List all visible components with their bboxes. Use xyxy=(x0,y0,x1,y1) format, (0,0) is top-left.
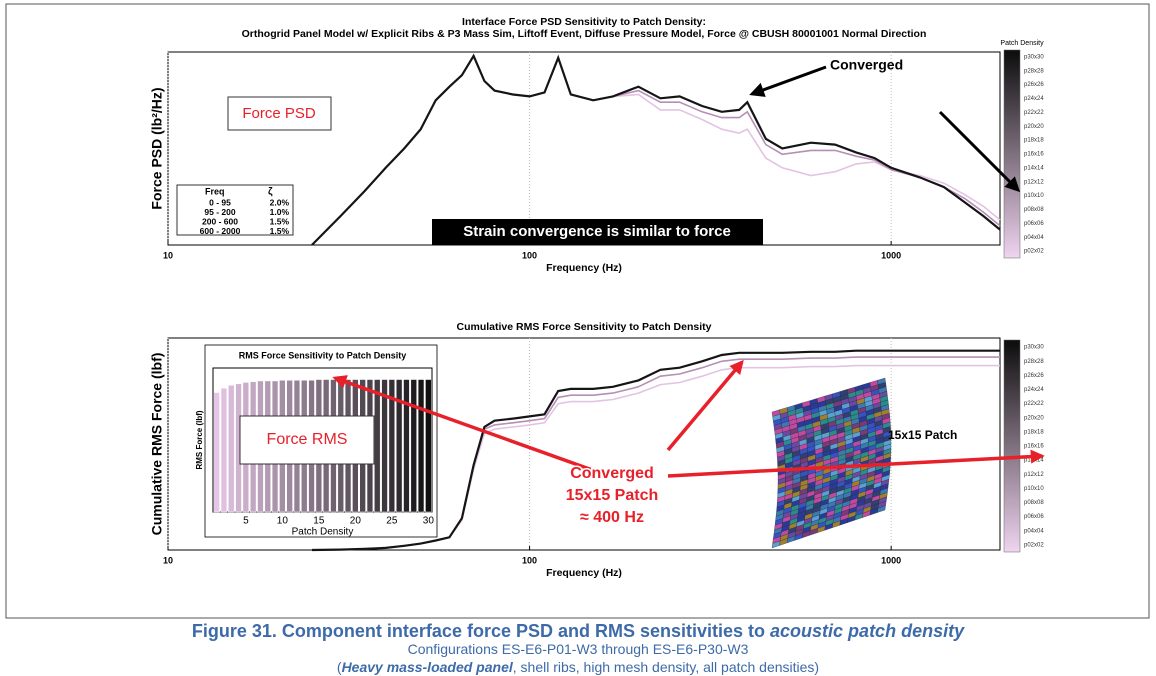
colorbar-label: p10x10 xyxy=(1024,193,1044,199)
caption-text: Figure 31. Component interface force PSD… xyxy=(192,621,770,641)
colorbar-label: p04x04 xyxy=(1024,235,1044,241)
colorbar-label: p22x22 xyxy=(1024,401,1044,407)
chart-title: Cumulative RMS Force Sensitivity to Patc… xyxy=(457,321,712,333)
colorbar-label: p28x28 xyxy=(1024,68,1044,74)
colorbar-label: p04x04 xyxy=(1024,528,1044,534)
colorbar xyxy=(1004,50,1020,258)
y-axis-label: Cumulative RMS Force (lbf) xyxy=(149,353,165,536)
bar xyxy=(374,380,380,512)
caption-line: (Heavy mass-loaded panel, shell ribs, hi… xyxy=(0,658,1156,676)
x-tick-label: 25 xyxy=(386,516,398,527)
bar xyxy=(382,380,388,512)
annotation: Force PSD xyxy=(242,105,316,122)
colorbar-label: p12x12 xyxy=(1024,472,1044,478)
colorbar-label: p26x26 xyxy=(1024,82,1044,88)
caption: Figure 31. Component interface force PSD… xyxy=(0,622,1156,676)
colorbar-label: p06x06 xyxy=(1024,221,1044,227)
x-tick-label: 10 xyxy=(163,555,173,565)
annotation: ≈ 400 Hz xyxy=(580,509,644,526)
colorbar-label: p24x24 xyxy=(1024,387,1044,393)
x-tick-label: 20 xyxy=(350,516,362,527)
bar xyxy=(214,392,220,512)
annotation: 15x15 Patch xyxy=(888,428,957,442)
bar xyxy=(411,380,417,512)
colorbar-label: p20x20 xyxy=(1024,124,1044,130)
x-axis-label: Frequency (Hz) xyxy=(546,262,622,274)
annotation: Strain convergence is similar to force xyxy=(463,223,731,240)
colorbar-label: p30x30 xyxy=(1024,345,1044,351)
x-tick-label: 30 xyxy=(423,516,435,527)
colorbar xyxy=(1004,340,1020,552)
table-cell: 1.5% xyxy=(270,216,290,226)
bar xyxy=(228,385,234,512)
bar xyxy=(425,380,431,512)
colorbar-label: p10x10 xyxy=(1024,486,1044,492)
colorbar-label: p22x22 xyxy=(1024,110,1044,116)
colorbar-label: p28x28 xyxy=(1024,359,1044,365)
colorbar-label: p02x02 xyxy=(1024,543,1044,549)
chart-title: Orthogrid Panel Model w/ Explicit Ribs &… xyxy=(242,28,927,40)
annotation: 15x15 Patch xyxy=(566,487,659,504)
chart-title: Interface Force PSD Sensitivity to Patch… xyxy=(462,16,706,28)
colorbar-label: p18x18 xyxy=(1024,429,1044,435)
table-cell: 1.5% xyxy=(270,226,290,236)
x-tick-label: 1000 xyxy=(881,250,901,260)
table-header: Freq xyxy=(205,186,225,196)
page: 10 100 1000 Interface Force PSD Sensitivity… xyxy=(0,0,1156,672)
colorbar-label: p02x02 xyxy=(1024,249,1044,255)
x-tick-label: 10 xyxy=(163,250,173,260)
colorbar-label: p20x20 xyxy=(1024,415,1044,421)
x-tick-label: 10 xyxy=(277,516,289,527)
table-cell: 2.0% xyxy=(270,197,290,207)
colorbar-label: p26x26 xyxy=(1024,373,1044,379)
colorbar-label: p14x14 xyxy=(1024,165,1044,171)
colorbar-label: p16x16 xyxy=(1024,152,1044,158)
x-tick-label: 100 xyxy=(522,250,537,260)
colorbar-label: p14x14 xyxy=(1024,458,1044,464)
y-axis-label: Force PSD (lb²/Hz) xyxy=(149,87,165,209)
table-cell: 0 - 95 xyxy=(209,197,231,207)
chart-title: RMS Force Sensitivity to Patch Density xyxy=(239,350,407,360)
bar xyxy=(418,380,424,512)
colorbar-label: p24x24 xyxy=(1024,96,1044,102)
y-axis-label: RMS Force (lbf) xyxy=(195,410,204,469)
x-tick-label: 5 xyxy=(243,516,249,527)
colorbar-label: p06x06 xyxy=(1024,514,1044,520)
caption-line: Configurations ES-E6-P01-W3 through ES-E… xyxy=(0,640,1156,658)
annotation: Converged xyxy=(570,465,654,482)
caption-text: , shell ribs, high mesh density, all pat… xyxy=(513,659,819,675)
table-cell: 1.0% xyxy=(270,207,290,217)
table-cell: 600 - 2000 xyxy=(200,226,241,236)
colorbar-label: p30x30 xyxy=(1024,55,1044,61)
caption-bold: Heavy mass-loaded panel xyxy=(342,659,513,675)
x-axis-label: Frequency (Hz) xyxy=(546,567,622,579)
bar xyxy=(404,380,410,512)
caption-italic: acoustic patch density xyxy=(770,621,964,641)
table-header: ζ xyxy=(268,187,273,198)
colorbar-label: p12x12 xyxy=(1024,179,1044,185)
figure: 10 100 1000 Interface Force PSD Sensitivity… xyxy=(0,0,1156,620)
annotation: Force RMS xyxy=(267,431,348,448)
colorbar-title: Patch Density xyxy=(1000,40,1044,47)
x-tick-label: 15 xyxy=(313,516,325,527)
colorbar-label: p16x16 xyxy=(1024,444,1044,450)
table-cell: 95 - 200 xyxy=(204,207,235,217)
x-tick-label: 100 xyxy=(522,555,537,565)
colorbar-label: p08x08 xyxy=(1024,207,1044,213)
table-cell: 200 - 600 xyxy=(202,216,238,226)
colorbar-label: p18x18 xyxy=(1024,138,1044,144)
caption-line: Figure 31. Component interface force PSD… xyxy=(0,622,1156,640)
bar xyxy=(221,388,227,512)
annotation: Converged xyxy=(830,57,903,73)
x-tick-label: 1000 xyxy=(881,555,901,565)
colorbar-label: p08x08 xyxy=(1024,500,1044,506)
x-axis-label: Patch Density xyxy=(292,527,354,538)
